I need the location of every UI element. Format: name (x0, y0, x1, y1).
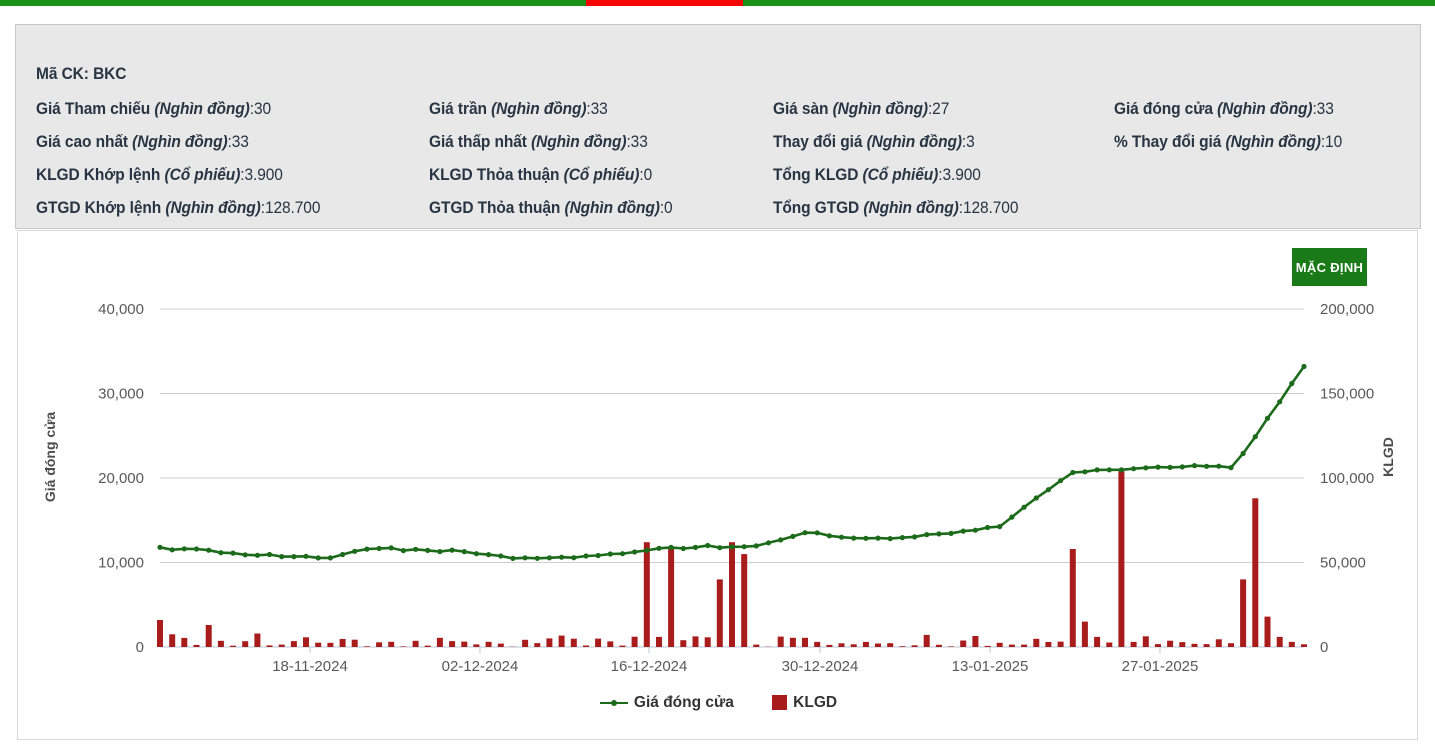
svg-text:27-01-2025: 27-01-2025 (1122, 658, 1199, 675)
svg-text:02-12-2024: 02-12-2024 (442, 658, 519, 675)
svg-text:18-11-2024: 18-11-2024 (272, 658, 348, 675)
svg-text:40,000: 40,000 (98, 301, 144, 318)
svg-text:0: 0 (1320, 639, 1328, 656)
svg-text:0: 0 (136, 639, 144, 656)
svg-text:13-01-2025: 13-01-2025 (952, 658, 1029, 675)
svg-text:50,000: 50,000 (1320, 555, 1366, 572)
svg-text:200,000: 200,000 (1320, 301, 1374, 318)
svg-text:16-12-2024: 16-12-2024 (611, 658, 688, 675)
svg-text:10,000: 10,000 (98, 555, 144, 572)
svg-text:20,000: 20,000 (98, 470, 144, 487)
svg-text:150,000: 150,000 (1320, 386, 1374, 403)
svg-text:30-12-2024: 30-12-2024 (782, 658, 859, 675)
svg-text:30,000: 30,000 (98, 386, 144, 403)
svg-text:100,000: 100,000 (1320, 470, 1374, 487)
